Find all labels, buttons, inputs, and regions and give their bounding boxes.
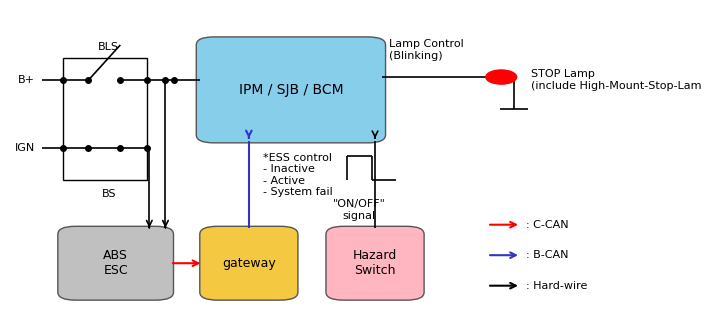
Text: : B-CAN: : B-CAN [526,250,569,260]
Circle shape [486,70,517,84]
Text: Hazard
Switch: Hazard Switch [353,249,397,277]
Text: STOP Lamp
(include High-Mount-Stop-Lamp): STOP Lamp (include High-Mount-Stop-Lamp) [531,69,701,91]
Text: B+: B+ [18,75,35,85]
FancyBboxPatch shape [57,226,174,300]
Text: gateway: gateway [222,257,275,270]
FancyBboxPatch shape [326,226,424,300]
Text: BS: BS [102,189,116,199]
Bar [63,58,147,180]
Text: "ON/OFF"
signal: "ON/OFF" signal [333,199,386,221]
Text: : Hard-wire: : Hard-wire [526,281,587,291]
FancyBboxPatch shape [196,37,386,143]
FancyBboxPatch shape [200,226,298,300]
Text: Lamp Control
(Blinking): Lamp Control (Blinking) [389,39,464,61]
Text: IGN: IGN [15,143,35,153]
Text: *ESS control
- Inactive
- Active
- System fail: *ESS control - Inactive - Active - Syste… [263,152,333,197]
Text: ABS
ESC: ABS ESC [103,249,128,277]
Text: : C-CAN: : C-CAN [526,220,569,230]
Text: BLS: BLS [98,41,119,52]
Text: IPM / SJB / BCM: IPM / SJB / BCM [238,83,343,97]
